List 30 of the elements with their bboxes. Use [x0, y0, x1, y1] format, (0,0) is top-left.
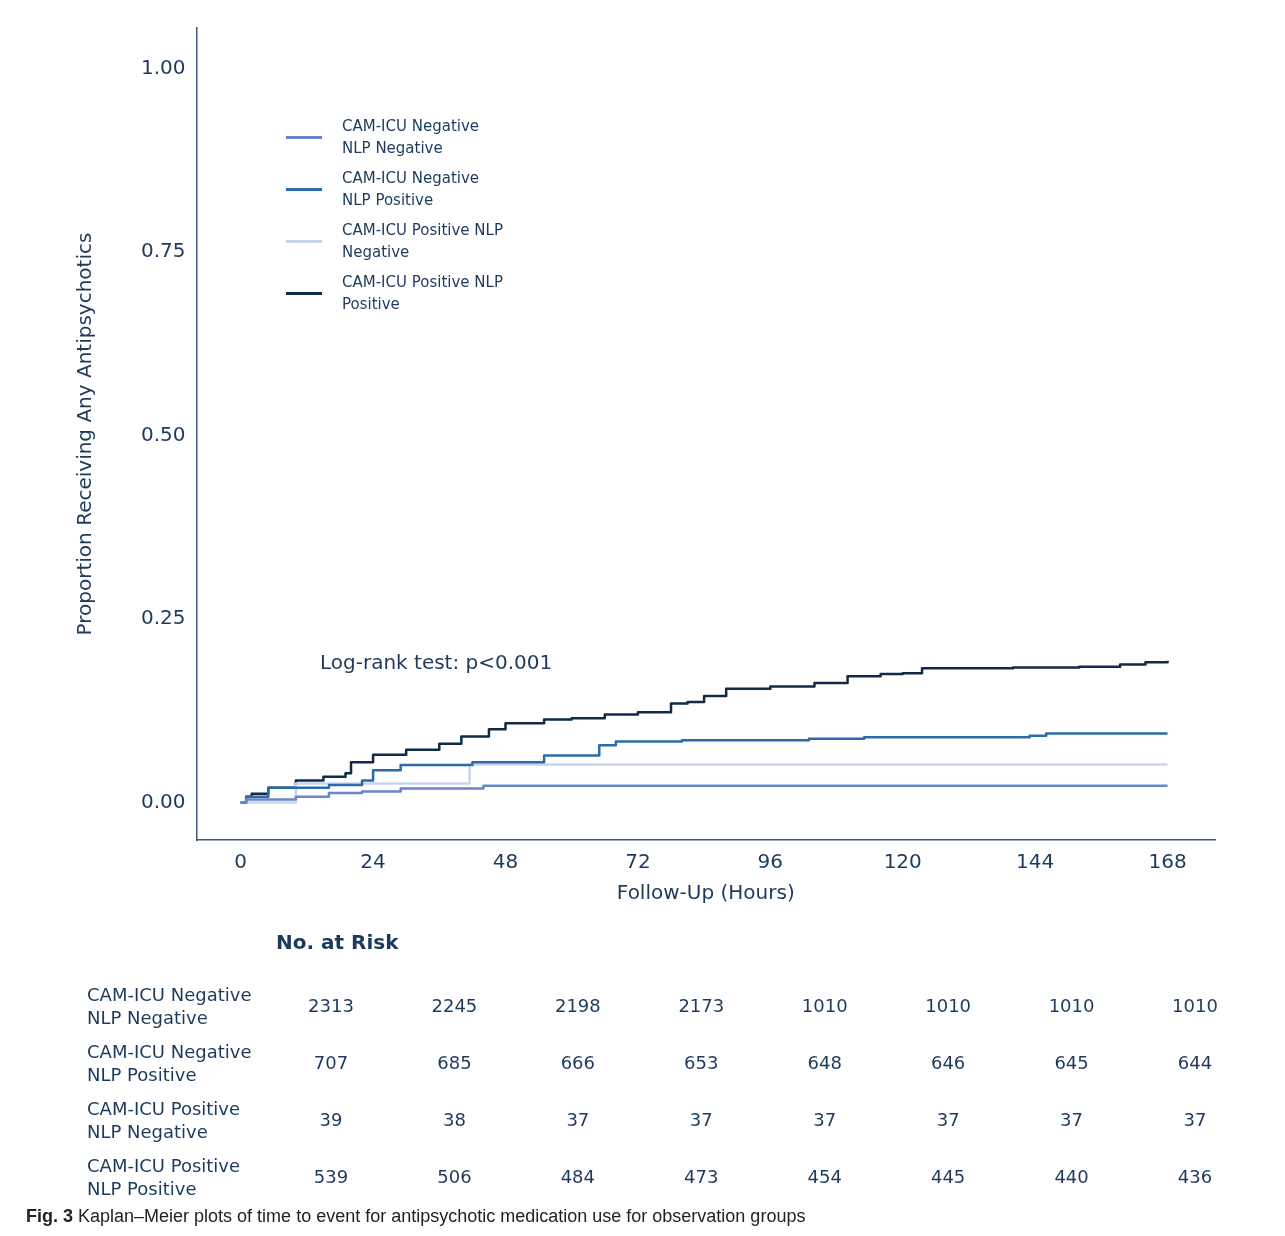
text: 539 506 484 473 454 445 440 436	[313, 1166, 1213, 1187]
x-tick-label: 24	[360, 849, 386, 874]
text: 39 38 37 37 37 37 37 37	[319, 1109, 1207, 1130]
y-tick-label: 0.25	[141, 605, 186, 630]
caption: Fig. 3 Kaplan–Meier plots of time to event for antipsychotic medication use for observation groups	[26, 1206, 806, 1227]
y-tick-label: 0.50	[141, 421, 186, 446]
x-tick-label: 48	[492, 849, 519, 874]
x-tick-label: 120	[883, 849, 922, 874]
legend-label: CAM-ICU Positive NLP Negative	[342, 220, 504, 263]
x-tick-label: 168	[1148, 849, 1187, 874]
x-tick-label: 144	[1016, 849, 1055, 874]
y-tick-label: 1.00	[141, 54, 186, 79]
y-tick-label: 0.75	[141, 238, 186, 263]
text: CAM-ICU Negative NLP Negative	[87, 984, 252, 1028]
x-tick-label: 96	[757, 849, 784, 874]
legend-label: CAM-ICU Negative NLP Positive	[342, 168, 481, 211]
text: No. at Risk	[276, 930, 399, 954]
legend-label: CAM-ICU Positive NLP Positive	[342, 272, 504, 315]
y-tick-label: 0.00	[141, 788, 186, 813]
text: CAM-ICU Positive NLP Negative	[87, 1098, 241, 1142]
annotation: Log-rank test: p<0.001	[320, 650, 553, 674]
y-axis-title: Proportion Receiving Any Antipsychotics	[72, 232, 97, 636]
text: 707 685 666 653 648 646 645 644	[313, 1052, 1213, 1073]
text: 2313 2245 2198 2173 1010 1010 1010 1010	[308, 995, 1218, 1016]
x-tick-label: 0	[234, 849, 248, 874]
legend-label: CAM-ICU Negative NLP Negative	[342, 116, 481, 159]
text: CAM-ICU Positive NLP Positive	[87, 1155, 241, 1199]
x-axis-title: Follow-Up (Hours)	[616, 880, 795, 905]
x-tick-label: 72	[625, 849, 651, 874]
text: CAM-ICU Negative NLP Positive	[87, 1041, 252, 1085]
